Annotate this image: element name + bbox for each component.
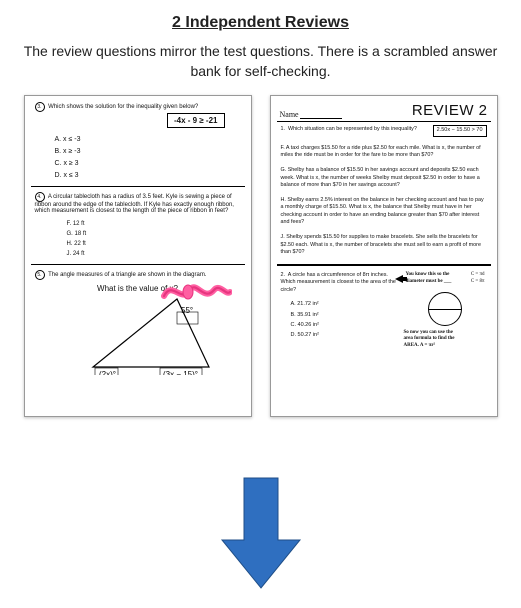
p2-q1-num: 1. — [281, 126, 286, 132]
name-label: Name — [280, 110, 299, 119]
p2-q2-hints: C = πd C = 8π You know this so the diame… — [403, 272, 487, 350]
hint-arrow-icon — [395, 274, 407, 284]
worksheet-page-1: 3. Which shows the solution for the ineq… — [24, 95, 252, 417]
page2-body: 1. Which situation can be represented by… — [277, 122, 491, 350]
q3-prompt: Which shows the solution for the inequal… — [48, 104, 198, 110]
circle-diagram — [428, 292, 462, 326]
p2-j-label: J. — [281, 234, 285, 240]
page-subtitle: The review questions mirror the test que… — [0, 32, 521, 89]
page-title: 2 Independent Reviews — [0, 0, 521, 32]
q4-choice-f: F. 12 ft — [67, 219, 241, 229]
p2-q2-text: A circle has a circumference of 8π inche… — [281, 272, 396, 293]
p2-q2-left: 2. A circle has a circumference of 8π in… — [281, 272, 397, 350]
angle-right: (3x − 15)° — [163, 370, 198, 375]
question-3: 3. Which shows the solution for the ineq… — [31, 102, 245, 186]
q4-choices: F. 12 ft G. 18 ft H. 22 ft J. 24 ft — [67, 219, 241, 260]
eq-c-8pi: C = 8π — [471, 279, 485, 286]
question-4: 4. A circular tablecloth has a radius of… — [31, 186, 245, 264]
p2-choice-g: G. Shelby has a balance of $15.50 in her… — [281, 167, 487, 189]
q5-number: 5. — [35, 270, 45, 280]
q5-prompt-small: The angle measures of a triangle are sho… — [48, 272, 206, 278]
p2-f-label: F. — [281, 145, 285, 151]
pages-row: 3. Which shows the solution for the ineq… — [0, 89, 521, 417]
q4-choice-h: H. 22 ft — [67, 239, 241, 249]
p2-h-text: Shelby earns 2.5% interest on the balanc… — [281, 197, 484, 225]
p2-q2-b: B. 35.91 in² — [291, 310, 397, 320]
worksheet-page-2: Name REVIEW 2 1. Which situation can be … — [270, 95, 498, 417]
p2-question-2-row: 2. A circle has a circumference of 8π in… — [281, 272, 487, 350]
p2-g-text: Shelby has a balance of $15.50 in her sa… — [281, 167, 480, 188]
q4-choice-g: G. 18 ft — [67, 229, 241, 239]
p2-q2-num: 2. — [281, 272, 286, 278]
q3-choice-b: B. x ≥ -3 — [55, 146, 241, 158]
angle-top: 55° — [181, 306, 193, 315]
q4-prompt: A circular tablecloth has a radius of 3.… — [35, 194, 234, 214]
eq-c-pid: C = πd — [471, 272, 485, 279]
p2-q2-choices: A. 21.72 in² B. 35.91 in² C. 40.26 in² D… — [291, 299, 397, 341]
p2-question-1: 1. Which situation can be represented by… — [281, 126, 487, 136]
page2-header: Name REVIEW 2 — [277, 102, 491, 122]
q4-choice-j: J. 24 ft — [67, 249, 241, 259]
q3-number: 3. — [35, 102, 45, 112]
p2-q2-d: D. 50.27 in² — [291, 330, 397, 340]
p2-g-label: G. — [281, 167, 287, 173]
hint2-line1: So now you can use the — [404, 330, 487, 337]
p2-q1-box: 2.50x − 15.50 > 70 — [433, 125, 487, 136]
p2-choice-f: F. A taxi charges $15.50 for a ride plus… — [281, 145, 487, 160]
q3-choice-d: D. x ≤ 3 — [55, 170, 241, 182]
hint2: So now you can use the area formula to f… — [403, 330, 487, 350]
p2-choice-h: H. Shelby earns 2.5% interest on the bal… — [281, 197, 487, 226]
circumference-equations: C = πd C = 8π — [471, 272, 485, 286]
p2-choice-j: J. Shelby spends $15.50 for supplies to … — [281, 234, 487, 256]
p2-q1-text: Which situation can be represented by th… — [288, 126, 417, 132]
q3-choices: A. x ≤ -3 B. x ≥ -3 C. x ≥ 3 D. x ≤ 3 — [55, 134, 241, 182]
angle-left: (2x)° — [99, 370, 116, 375]
q4-number: 4. — [35, 192, 45, 202]
name-blank-line — [300, 118, 342, 119]
down-arrow-icon — [218, 474, 304, 597]
hint2-line3: AREA. A = πr² — [404, 343, 487, 350]
triangle-diagram: 55° (2x)° (3x − 15)° — [35, 295, 241, 377]
page2-divider — [277, 264, 491, 266]
p2-f-text: A taxi charges $15.50 for a ride plus $2… — [281, 145, 481, 158]
p2-j-text: Shelby spends $15.50 for supplies to mak… — [281, 234, 481, 255]
q3-choice-c: C. x ≥ 3 — [55, 158, 241, 170]
p2-q2-c: C. 40.26 in² — [291, 320, 397, 330]
p2-h-label: H. — [281, 197, 286, 203]
review2-title: REVIEW 2 — [412, 102, 488, 119]
p2-q2-a: A. 21.72 in² — [291, 299, 397, 309]
q3-inequality-box: -4x - 9 ≥ -21 — [167, 113, 225, 128]
q3-choice-a: A. x ≤ -3 — [55, 134, 241, 146]
